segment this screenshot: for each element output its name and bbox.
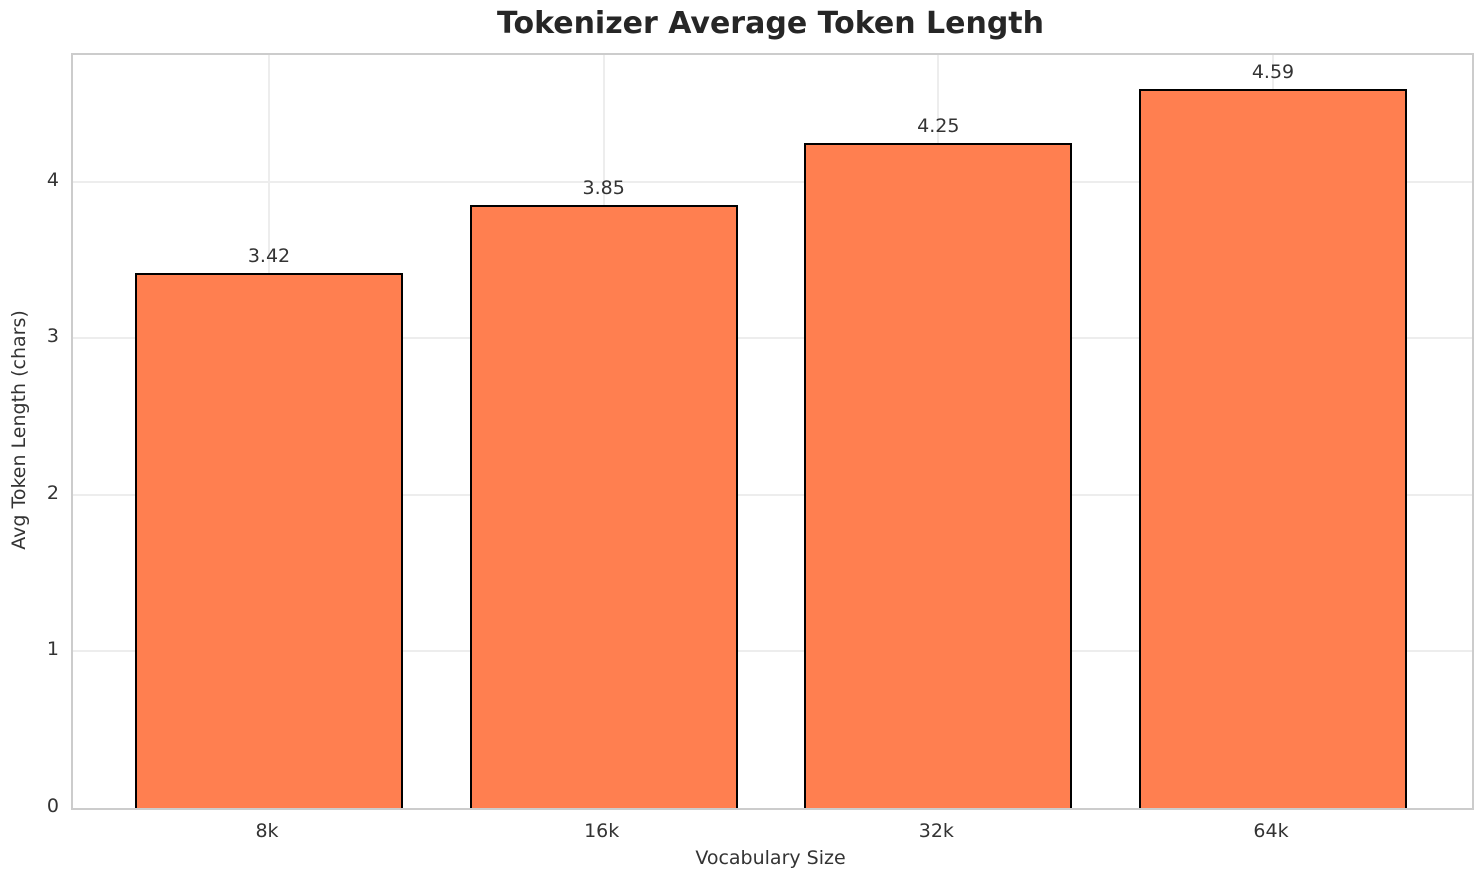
x-tick-label: 32k	[918, 820, 954, 842]
x-tick-label: 16k	[584, 820, 620, 842]
bar	[1139, 89, 1407, 808]
gridline-horizontal	[73, 337, 1472, 340]
y-tick-label: 0	[46, 795, 59, 817]
bar	[804, 142, 1073, 808]
x-tick-label: 8k	[255, 820, 279, 842]
gridline-horizontal	[73, 650, 1472, 653]
y-tick-label: 2	[46, 481, 59, 504]
bar-value-label: 3.42	[247, 244, 291, 267]
gridline-horizontal	[73, 180, 1472, 183]
bar-value-label: 4.59	[1251, 61, 1295, 84]
y-tick-label: 3	[46, 325, 59, 348]
x-axis-label: Vocabulary Size	[695, 847, 846, 869]
bar-value-label: 4.25	[917, 114, 960, 137]
y-tick-label: 4	[46, 168, 59, 191]
plot-area: 3.42 3.85 4.25 4.59	[71, 53, 1474, 810]
x-tick-label: 64k	[1253, 820, 1289, 842]
chart-title: Tokenizer Average Token Length	[496, 6, 1044, 41]
y-tick-label: 1	[46, 638, 59, 661]
bar	[469, 205, 738, 808]
bar	[135, 272, 403, 808]
bar-value-label: 3.85	[582, 177, 625, 200]
gridline-horizontal	[73, 493, 1472, 496]
